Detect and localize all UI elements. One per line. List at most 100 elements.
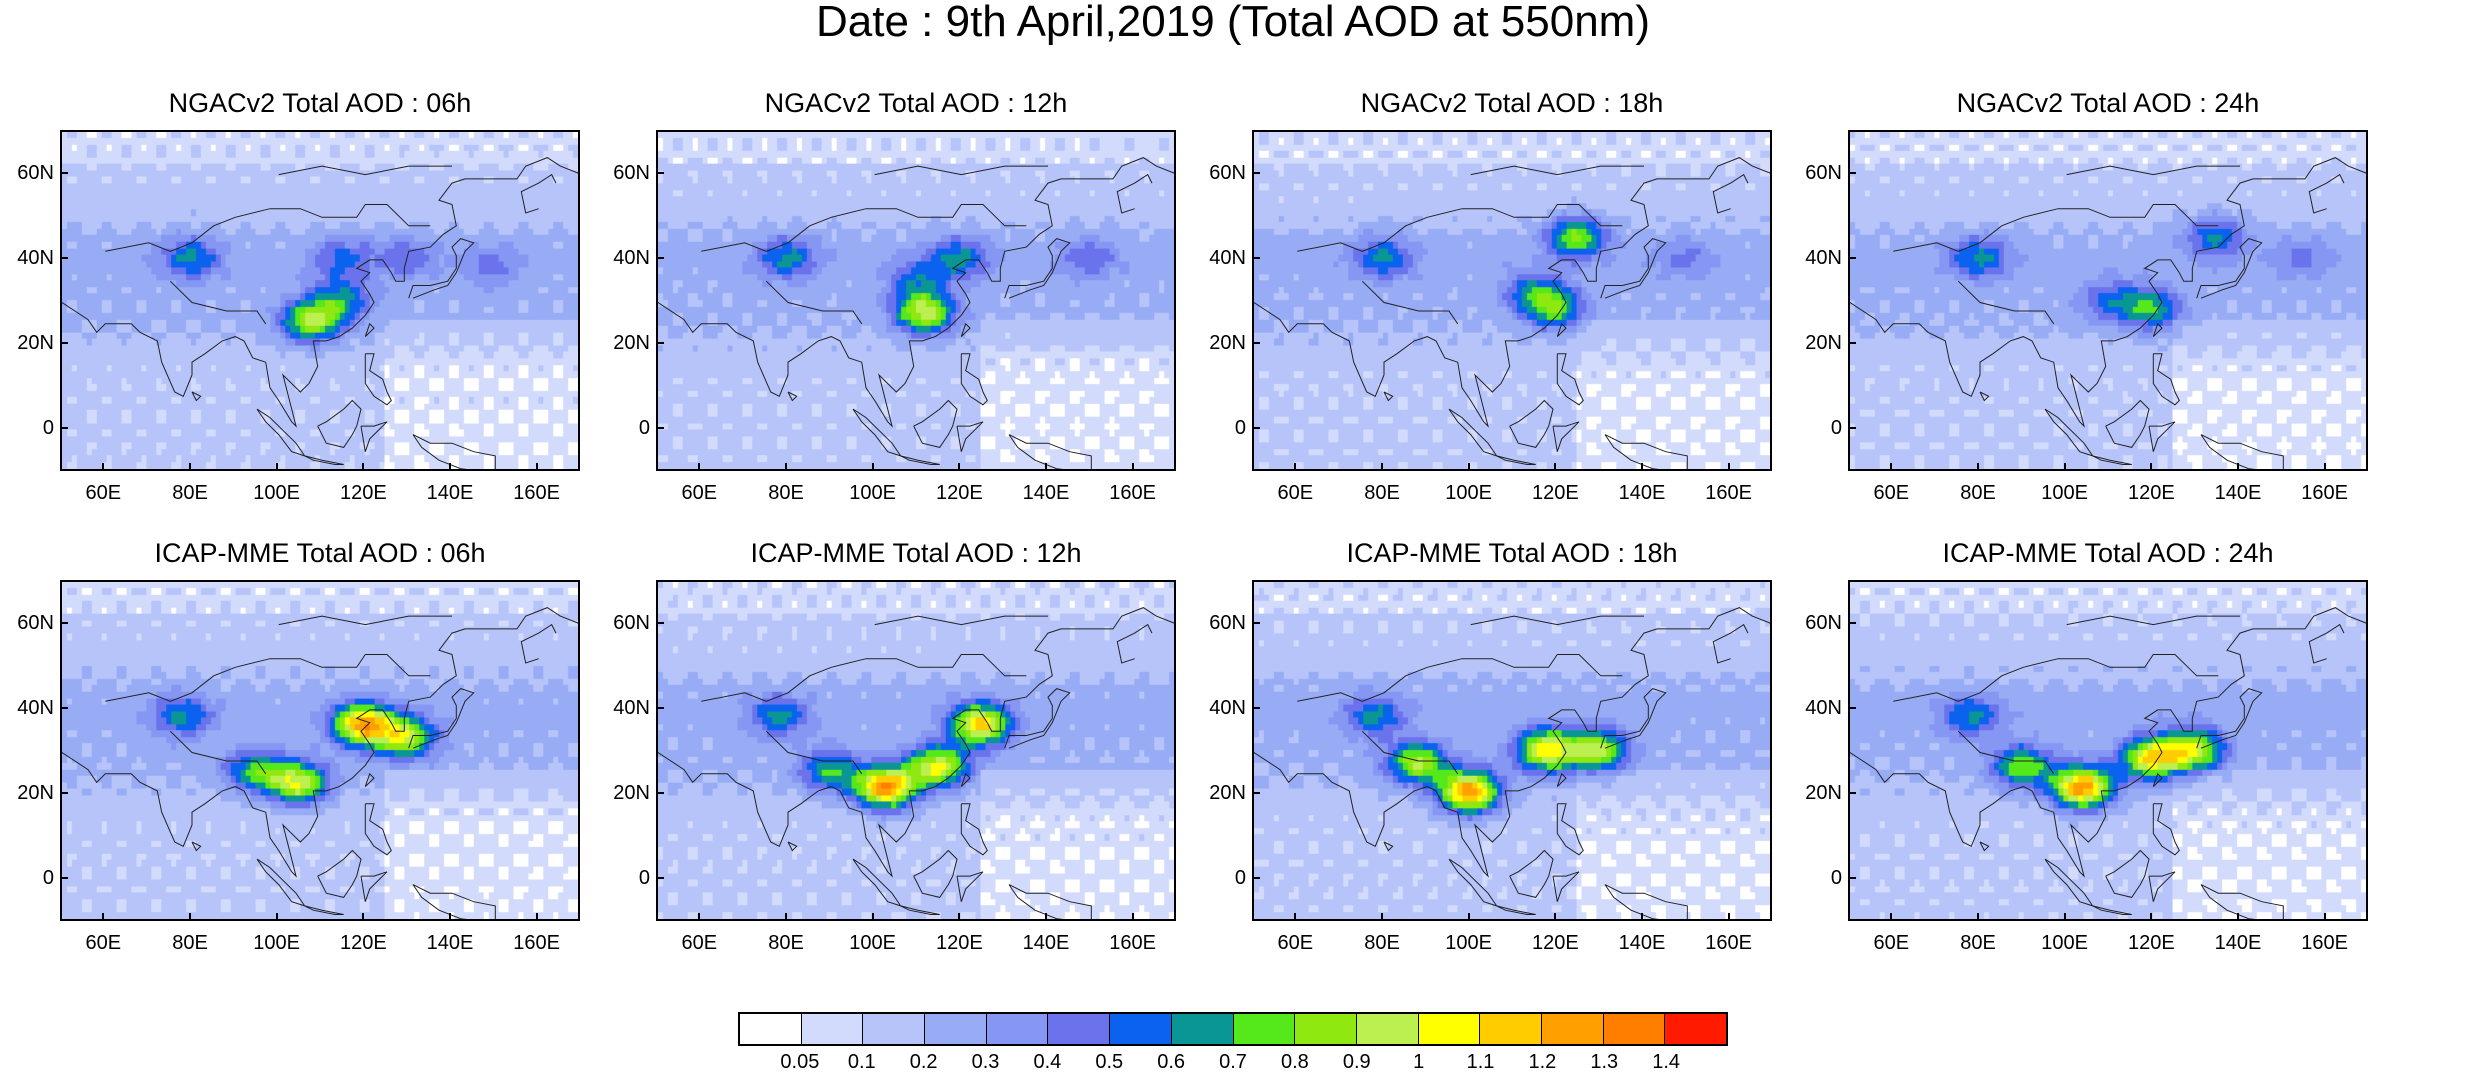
colorbar-swatch — [1048, 1014, 1111, 1044]
colorbar-label: 1 — [1413, 1051, 1425, 1073]
coastline — [1604, 434, 1688, 469]
aod-heatmap — [656, 580, 1176, 921]
y-tick-mark — [60, 792, 68, 795]
panel-title: ICAP-MME Total AOD : 24h — [1942, 538, 2274, 568]
coastline — [956, 871, 984, 902]
y-tick-mark — [60, 256, 68, 259]
y-tick-label: 60N — [1209, 611, 1246, 634]
x-tick-mark — [2063, 913, 2066, 921]
coastline — [765, 730, 863, 775]
coastline — [1383, 841, 1394, 852]
x-tick-label: 60E — [681, 482, 718, 504]
x-tick-label: 140E — [426, 932, 474, 954]
y-tick-label: 40N — [1209, 696, 1246, 719]
x-tick-mark — [535, 913, 538, 921]
coastline — [1470, 615, 1644, 626]
y-tick-label: 20N — [1209, 782, 1246, 805]
map-panel: NGACv2 Total AOD : 06h 0 20N 40N 60N 60E 80E 10… — [0, 88, 580, 548]
coastline — [304, 455, 344, 465]
coastlines — [1254, 157, 1770, 469]
colorbar-label: 0.7 — [1219, 1051, 1247, 1073]
y-tick-label: 60N — [613, 161, 650, 184]
y-tick-mark — [1252, 792, 1260, 795]
y-tick-mark — [60, 342, 68, 345]
y-tick-label: 40N — [17, 246, 54, 269]
x-tick-mark — [2150, 463, 2153, 471]
coastline — [1254, 157, 1770, 428]
y-tick-mark — [1252, 342, 1260, 345]
y-tick-label: 40N — [1209, 246, 1246, 269]
aod-heatmap — [1252, 580, 1772, 921]
y-tick-mark — [656, 256, 664, 259]
y-tick-label: 20N — [17, 782, 54, 805]
y-tick-mark — [1848, 427, 1856, 430]
coastline — [1297, 654, 1623, 702]
coastline — [317, 399, 362, 448]
coastline — [1509, 849, 1554, 898]
x-tick-mark — [1977, 463, 1979, 471]
x-tick-label: 120E — [1531, 932, 1579, 954]
coastline — [2196, 688, 2263, 749]
coastline — [1893, 654, 2219, 702]
coastline — [364, 353, 392, 406]
coastline — [278, 615, 452, 626]
coastline — [1004, 238, 1071, 299]
aod-field — [1254, 132, 1770, 469]
coastline — [1004, 688, 1071, 749]
x-tick-mark — [1641, 913, 1643, 921]
x-tick-label: 60E — [1873, 932, 1910, 954]
coastline — [2308, 173, 2345, 214]
x-tick-mark — [1977, 913, 1979, 921]
coastline — [62, 607, 578, 878]
coastline — [1008, 884, 1092, 919]
coastline — [1893, 204, 2219, 252]
x-tick-label: 60E — [85, 482, 122, 504]
x-tick-mark — [275, 463, 278, 471]
colorbar-swatch — [1665, 1014, 1726, 1044]
x-tick-mark — [275, 913, 278, 921]
x-tick-label: 80E — [768, 482, 804, 504]
x-tick-label: 60E — [1277, 932, 1314, 954]
coastline — [2152, 353, 2180, 406]
colorbar-label: 1.2 — [1528, 1051, 1557, 1073]
coastline — [520, 173, 557, 214]
x-tick-mark — [1890, 913, 1893, 921]
x-tick-mark — [698, 463, 701, 471]
coastline — [304, 905, 344, 915]
coastline — [2092, 455, 2132, 465]
colorbar-label: 0.5 — [1095, 1051, 1124, 1073]
coastline — [874, 615, 1048, 626]
x-tick-label: 160E — [513, 932, 561, 954]
x-tick-mark — [1045, 913, 1047, 921]
coastline — [960, 803, 988, 856]
coastline — [658, 157, 1174, 428]
coastline — [364, 772, 375, 787]
coastline — [364, 803, 392, 856]
colorbar-label: 0.05 — [780, 1051, 820, 1073]
coastline — [1957, 730, 2055, 775]
x-tick-label: 160E — [1705, 482, 1753, 504]
colorbar-swatch — [801, 1014, 864, 1044]
coastline — [2200, 434, 2284, 469]
x-tick-label: 80E — [172, 482, 208, 504]
x-tick-mark — [1294, 463, 1297, 471]
y-tick-label: 0 — [1234, 417, 1246, 440]
y-tick-mark — [60, 427, 68, 430]
x-tick-label: 120E — [2127, 482, 2175, 504]
coastline — [1552, 421, 1580, 452]
coastline — [1448, 858, 1498, 907]
coastline — [278, 165, 452, 176]
coastline — [191, 841, 202, 852]
aod-heatmap — [656, 130, 1176, 471]
map-panel: NGACv2 Total AOD : 24h 0 20N 40N 60N 60E 80E 10… — [1788, 88, 2368, 548]
x-tick-mark — [958, 913, 961, 921]
x-tick-mark — [2063, 463, 2066, 471]
colorbar-swatch — [740, 1014, 802, 1044]
x-tick-label: 80E — [1960, 932, 1996, 954]
x-tick-label: 100E — [1445, 932, 1493, 954]
coastline — [787, 391, 798, 402]
x-tick-mark — [1727, 463, 1730, 471]
coastline — [2148, 871, 2176, 902]
y-tick-mark — [1848, 792, 1856, 795]
x-tick-label: 100E — [2041, 932, 2089, 954]
